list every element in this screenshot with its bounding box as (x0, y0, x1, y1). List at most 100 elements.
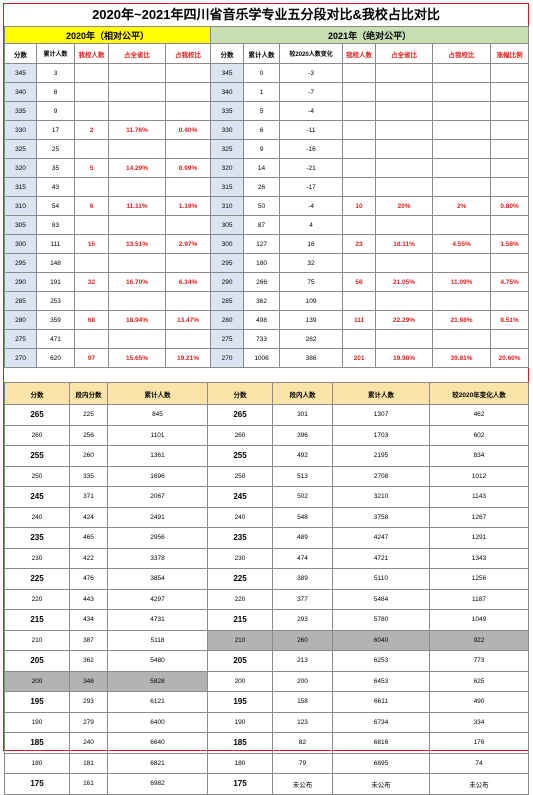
table-cell: 474 (272, 547, 333, 569)
table-cell (432, 120, 492, 140)
table-cell: 3210 (332, 486, 430, 508)
table-cell (164, 253, 212, 273)
table-cell: 6 (74, 196, 109, 216)
table-cell: 424 (69, 506, 108, 528)
table-cell: 1187 (429, 588, 529, 610)
table-row: 285 253 285 362 109 (4, 291, 530, 311)
table-cell (375, 291, 434, 311)
table-cell: 21.98% (432, 310, 492, 330)
table-cell: 6 (243, 120, 281, 140)
table-cell: 315 (210, 177, 245, 197)
table-cell: 3378 (107, 547, 208, 569)
table-cell: 922 (429, 629, 529, 651)
table-cell (432, 329, 492, 349)
table-cell: 310 (210, 196, 245, 216)
table-cell: 362 (69, 650, 108, 672)
table-cell: 230 (207, 547, 273, 569)
table-cell: 18.94% (108, 310, 166, 330)
table-cell: 5828 (107, 670, 208, 692)
table-cell: 6611 (332, 691, 430, 713)
table-cell: 6640 (107, 732, 208, 754)
table-cell (375, 139, 434, 159)
col-header-2020: 累计人数 (36, 43, 75, 64)
table-cell: 23 (342, 234, 377, 254)
table-row: 330 17 2 11.76% 0.40% 330 6 -11 (4, 120, 530, 140)
table-cell: 371 (69, 486, 108, 508)
col-header-2020: 分数 (4, 43, 37, 64)
table-cell (108, 63, 166, 83)
table-cell: 11.76% (108, 120, 166, 140)
table-cell: 111 (342, 310, 377, 330)
table-row: 245 371 2067 245 502 3210 1143 (4, 486, 529, 508)
table-cell: 471 (36, 329, 75, 349)
table-cell: 2491 (107, 506, 208, 528)
table-cell: 285 (210, 291, 245, 311)
table-row: 235 465 2956 235 489 4247 1291 (4, 527, 529, 549)
table-cell: 1361 (107, 445, 208, 467)
table-cell: -7 (279, 82, 344, 102)
table-cell: 498 (243, 310, 281, 330)
table-cell: 240 (4, 506, 70, 528)
table-cell: 123 (272, 711, 333, 733)
table-row: 310 54 6 11.11% 1.19% 310 50 -4 10 20% 2% 0.80% (4, 196, 530, 216)
table-cell: 15 (74, 234, 109, 254)
table-cell (432, 291, 492, 311)
table-cell: 330 (210, 120, 245, 140)
table-cell: 295 (4, 253, 37, 273)
table-row: 255 260 1361 255 492 2195 834 (4, 445, 529, 467)
table-row: 335 9 335 5 -4 (4, 101, 530, 121)
table-cell (375, 253, 434, 273)
table-cell: 845 (107, 404, 208, 426)
table-cell: 180 (243, 253, 281, 273)
table-cell: 15.65% (108, 348, 166, 368)
table-cell: -21 (279, 158, 344, 178)
table-cell: 54 (36, 196, 75, 216)
table-cell: 213 (272, 650, 333, 672)
table-cell (375, 215, 434, 235)
table-cell: 1012 (429, 465, 529, 487)
col-header-2021: 分数 (210, 43, 245, 64)
table-cell: 185 (4, 732, 70, 754)
table-cell: 175 (207, 773, 273, 795)
table-cell: 240 (207, 506, 273, 528)
table-row: 220 443 4297 220 377 5484 1187 (4, 588, 529, 610)
table-row: 175 161 6982 175 未公布 未公布 未公布 (4, 773, 529, 795)
table-cell: 492 (272, 445, 333, 467)
col-header-2021: 较2020人数变化 (279, 43, 344, 64)
table-cell: 340 (210, 82, 245, 102)
table-cell: 6040 (332, 629, 430, 651)
table-cell: 2.97% (164, 234, 212, 254)
table-cell (490, 177, 530, 197)
table-cell: 79 (272, 752, 333, 774)
table-cell (342, 158, 377, 178)
table-cell: 300 (210, 234, 245, 254)
table-row: 225 476 3854 225 389 5110 1256 (4, 568, 529, 590)
table-cell: 396 (272, 424, 333, 446)
table-cell: 17 (36, 120, 75, 140)
table-cell: 270 (210, 348, 245, 368)
table-row: 275 471 275 733 262 (4, 329, 530, 349)
table-cell: 733 (243, 329, 281, 349)
col-header-2021: 累计人数 (243, 43, 281, 64)
table-cell (490, 291, 530, 311)
table-cell: 602 (429, 424, 529, 446)
table-cell: 310 (4, 196, 37, 216)
col-header: 分数 (4, 382, 70, 405)
table-cell: 19.98% (375, 348, 434, 368)
table-cell: 773 (429, 650, 529, 672)
table-row: 240 424 2491 240 548 3758 1267 (4, 506, 529, 528)
table-cell: 191 (36, 272, 75, 292)
table-cell: 1049 (429, 609, 529, 631)
table-cell: 82 (272, 732, 333, 754)
table-cell: 335 (210, 101, 245, 121)
table-cell: 185 (207, 732, 273, 754)
table-cell: 345 (210, 63, 245, 83)
col-header-2021: 涨幅比例 (490, 43, 530, 64)
col-header: 段内分数 (69, 382, 108, 405)
table-cell: 335 (69, 465, 108, 487)
table-row: 230 422 3378 230 474 4721 1343 (4, 547, 529, 569)
table-cell (432, 63, 492, 83)
table-cell (108, 253, 166, 273)
table-cell: 195 (207, 691, 273, 713)
table-cell: 5118 (107, 629, 208, 651)
